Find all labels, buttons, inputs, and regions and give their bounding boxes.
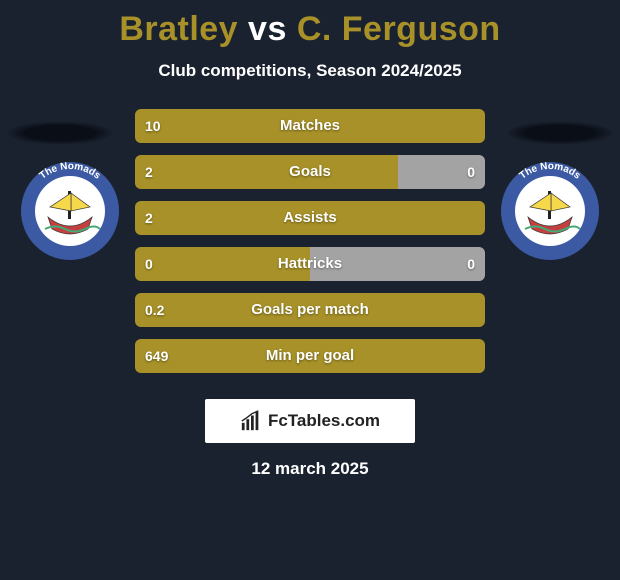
stat-bars: Matches10Goals20Assists2Hattricks00Goals… xyxy=(135,109,485,385)
bar-label: Min per goal xyxy=(135,339,485,373)
bar-label: Matches xyxy=(135,109,485,143)
player1-shadow xyxy=(5,121,115,145)
bar-label: Hattricks xyxy=(135,247,485,281)
title-player2: C. Ferguson xyxy=(297,10,501,48)
player2-shadow xyxy=(505,121,615,145)
stat-bar-row: Min per goal649 xyxy=(135,339,485,373)
stat-bar-row: Goals2 0 xyxy=(135,155,485,189)
player2-badge: The Nomads xyxy=(500,161,600,261)
bar-value-right: 0 xyxy=(457,247,485,281)
comparison-arena: The Nomads The Nomads Matches10Goals20As… xyxy=(0,101,620,381)
bar-value-left: 10 xyxy=(135,109,171,143)
comparison-title: Bratley vs C. Ferguson xyxy=(0,0,620,49)
stat-bar-row: Hattricks0 0 xyxy=(135,247,485,281)
bar-label: Goals per match xyxy=(135,293,485,327)
brand-text: FcTables.com xyxy=(268,411,380,431)
bar-value-left: 649 xyxy=(135,339,178,373)
bar-value-left: 0 xyxy=(135,247,163,281)
brand-box: FcTables.com xyxy=(205,399,415,443)
subtitle: Club competitions, Season 2024/2025 xyxy=(0,61,620,81)
chart-icon xyxy=(240,410,262,432)
bar-value-left: 2 xyxy=(135,201,163,235)
bar-label: Goals xyxy=(135,155,485,189)
title-player1: Bratley xyxy=(119,10,238,48)
bar-label: Assists xyxy=(135,201,485,235)
date-text: 12 march 2025 xyxy=(0,459,620,479)
stat-bar-row: Goals per match0.2 xyxy=(135,293,485,327)
title-vs: vs xyxy=(248,10,287,48)
stat-bar-row: Matches10 xyxy=(135,109,485,143)
bar-value-left: 2 xyxy=(135,155,163,189)
bar-value-left: 0.2 xyxy=(135,293,174,327)
stat-bar-row: Assists2 xyxy=(135,201,485,235)
player1-badge: The Nomads xyxy=(20,161,120,261)
bar-value-right: 0 xyxy=(457,155,485,189)
